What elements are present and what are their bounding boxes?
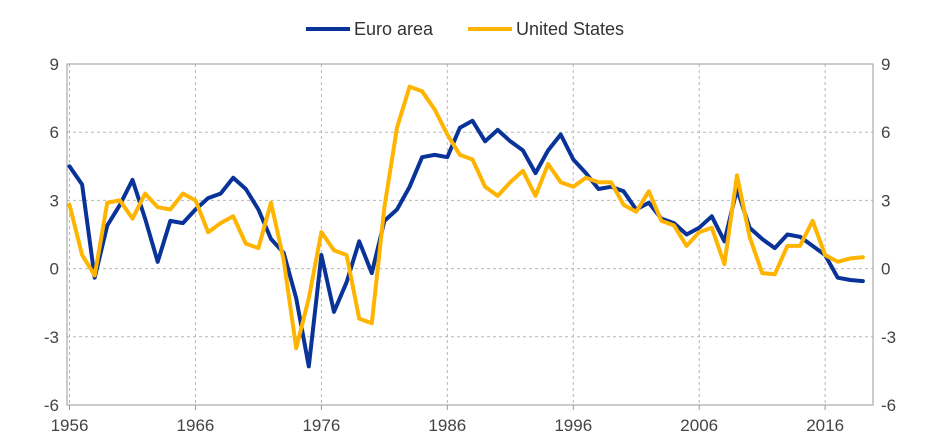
series-line-united-states — [67, 84, 865, 351]
legend: Euro area United States — [306, 19, 624, 39]
plot-frame — [66, 63, 874, 406]
grid — [67, 64, 873, 405]
y-tick-label-right: 6 — [881, 123, 890, 142]
y-tick-label-left: -6 — [44, 396, 59, 415]
y-tick-label-left: 0 — [50, 260, 59, 279]
x-tick-label: 1986 — [428, 416, 466, 435]
x-tick-label: 1976 — [302, 416, 340, 435]
y-tick-label-left: -3 — [44, 328, 59, 347]
y-tick-label-left: 9 — [50, 55, 59, 74]
y-tick-label-right: 9 — [881, 55, 890, 74]
y-tick-label-right: -3 — [881, 328, 896, 347]
legend-label-euro-area: Euro area — [354, 19, 434, 39]
series-lines — [67, 84, 865, 369]
x-tick-label: 1966 — [177, 416, 215, 435]
y-tick-label-right: 0 — [881, 260, 890, 279]
x-tick-label: 2016 — [806, 416, 844, 435]
legend-label-united-states: United States — [516, 19, 624, 39]
x-tick-label: 2006 — [680, 416, 718, 435]
y-tick-label-left: 3 — [50, 191, 59, 210]
y-tick-label-left: 6 — [50, 123, 59, 142]
y-tick-label-right: -6 — [881, 396, 896, 415]
x-tick-label: 1996 — [554, 416, 592, 435]
x-tick-label: 1956 — [51, 416, 89, 435]
y-tick-label-right: 3 — [881, 191, 890, 210]
